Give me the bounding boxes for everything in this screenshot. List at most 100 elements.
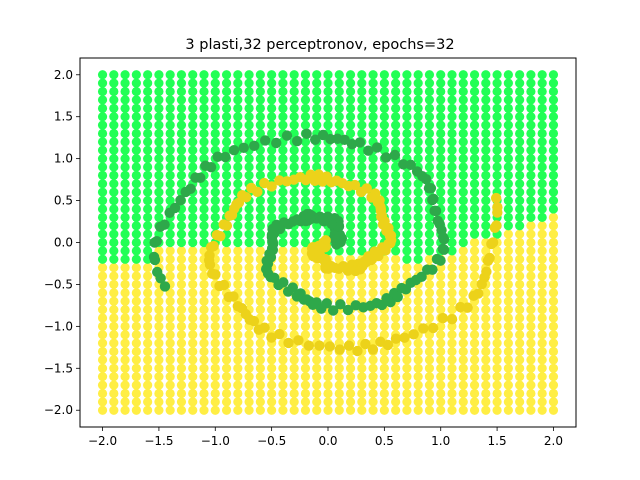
region-point <box>199 112 209 122</box>
region-point <box>199 321 209 331</box>
region-point <box>357 246 367 256</box>
region-point <box>176 288 187 298</box>
region-point <box>300 254 311 264</box>
series-a-point <box>317 129 329 141</box>
region-point <box>469 363 480 373</box>
region-point <box>97 372 108 382</box>
region-point <box>526 279 536 290</box>
region-point <box>548 86 559 97</box>
region-point <box>97 229 108 239</box>
region-point <box>97 363 108 373</box>
region-point <box>120 221 130 231</box>
region-point <box>221 120 232 130</box>
region-point <box>165 137 175 147</box>
region-point <box>143 313 153 323</box>
region-point <box>97 179 108 189</box>
series-b-point <box>281 176 293 187</box>
region-point <box>503 288 513 298</box>
region-point <box>278 405 288 415</box>
region-point <box>165 296 175 306</box>
region-point <box>131 346 141 357</box>
region-point <box>120 229 130 239</box>
region-point <box>413 380 423 390</box>
region-point <box>424 372 435 382</box>
region-point <box>458 170 468 181</box>
region-point <box>143 346 153 357</box>
region-point <box>458 112 468 122</box>
series-b-point <box>259 177 270 189</box>
region-point <box>255 304 265 315</box>
region-point <box>176 330 187 340</box>
region-point <box>447 128 457 139</box>
region-point <box>492 179 502 189</box>
series-b-point <box>408 329 419 340</box>
region-point <box>492 372 502 382</box>
region-point <box>469 70 480 80</box>
region-point <box>210 179 220 189</box>
region-point <box>131 279 141 290</box>
region-point <box>492 279 502 290</box>
region-point <box>131 304 141 315</box>
region-point <box>334 86 344 97</box>
region-point <box>447 204 457 214</box>
region-point <box>120 154 130 164</box>
region-point <box>436 70 446 80</box>
region-point <box>503 380 513 390</box>
region-point <box>458 204 468 214</box>
region-point <box>323 321 333 331</box>
y-tick-label: 1.5 <box>54 110 73 124</box>
region-point <box>120 405 130 415</box>
region-point <box>357 313 367 323</box>
region-point <box>278 103 288 113</box>
region-point <box>97 338 108 348</box>
region-point <box>97 212 108 222</box>
region-point <box>120 279 130 290</box>
region-point <box>267 70 277 80</box>
region-point <box>492 137 502 147</box>
region-point <box>165 346 175 357</box>
region-point <box>357 86 367 97</box>
region-point <box>255 246 265 256</box>
region-point <box>391 103 401 113</box>
region-point <box>267 296 277 306</box>
region-point <box>199 145 209 155</box>
region-point <box>210 112 220 122</box>
region-point <box>503 212 513 222</box>
region-point <box>233 330 243 340</box>
region-point <box>436 296 446 306</box>
region-point <box>221 112 232 122</box>
region-point <box>526 154 536 164</box>
region-point <box>154 321 164 331</box>
region-point <box>199 388 209 399</box>
region-point <box>548 229 559 239</box>
region-point <box>143 137 153 147</box>
region-point <box>357 405 367 415</box>
region-point <box>244 405 254 415</box>
region-point <box>97 313 108 323</box>
region-point <box>154 145 164 155</box>
region-point <box>458 137 468 147</box>
region-point <box>548 78 559 88</box>
region-point <box>391 372 401 382</box>
region-point <box>537 229 547 239</box>
region-point <box>300 355 311 365</box>
region-point <box>143 288 153 298</box>
region-point <box>97 120 108 130</box>
region-point <box>334 397 344 407</box>
series-b-point <box>324 341 336 352</box>
region-point <box>143 195 153 206</box>
region-point <box>143 86 153 97</box>
region-point <box>165 78 175 88</box>
region-point <box>526 179 536 189</box>
region-point <box>97 380 108 390</box>
region-point <box>481 288 491 298</box>
region-point <box>244 263 254 273</box>
region-point <box>548 95 559 105</box>
region-point <box>312 103 322 113</box>
region-point <box>447 296 457 306</box>
region-point <box>109 187 119 197</box>
region-point <box>97 279 108 290</box>
region-point <box>278 86 288 97</box>
x-tick-label: 0.0 <box>318 434 337 448</box>
region-point <box>368 120 378 130</box>
